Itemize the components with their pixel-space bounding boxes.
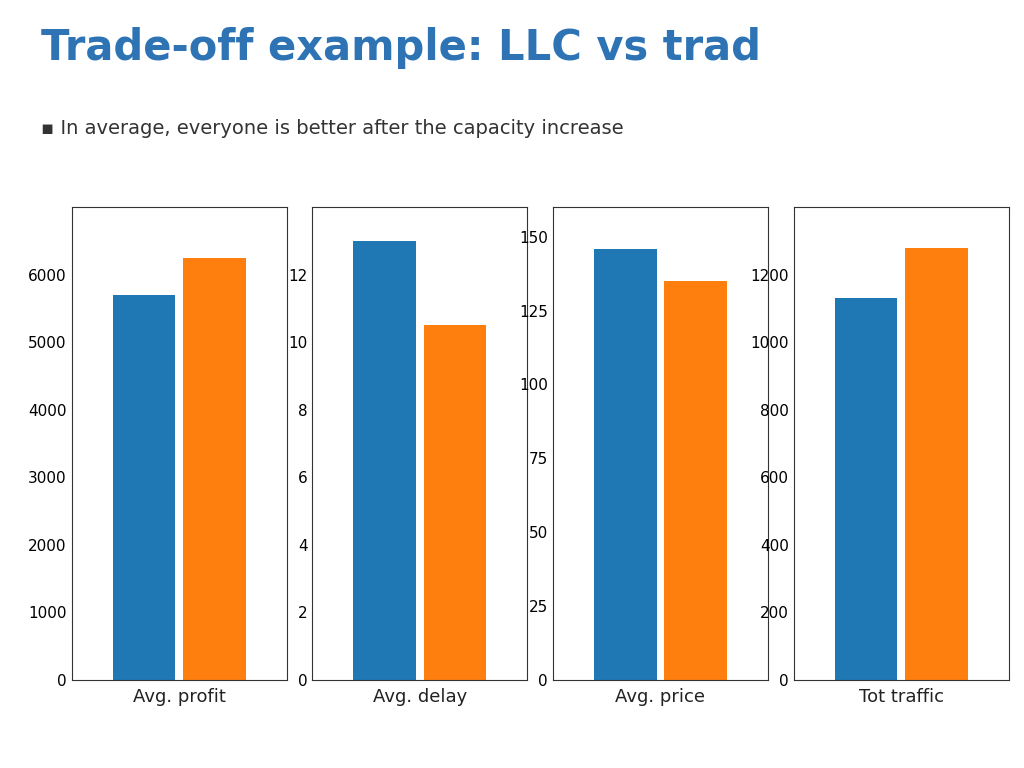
Bar xyxy=(665,281,727,680)
Text: Vista Intermediate Review Meeting, Brussels, 23 August 2017: Vista Intermediate Review Meeting, Bruss… xyxy=(26,742,412,754)
Bar xyxy=(183,258,246,680)
Bar xyxy=(594,249,656,680)
X-axis label: Avg. price: Avg. price xyxy=(615,688,706,706)
X-axis label: Tot traffic: Tot traffic xyxy=(858,688,944,706)
Bar xyxy=(835,299,897,680)
Text: 24: 24 xyxy=(983,742,998,754)
Text: Trade-off example: LLC vs trad: Trade-off example: LLC vs trad xyxy=(41,27,761,69)
Bar xyxy=(424,326,486,680)
Bar xyxy=(113,295,175,680)
Text: ▪ In average, everyone is better after the capacity increase: ▪ In average, everyone is better after t… xyxy=(41,119,624,138)
Bar xyxy=(905,248,968,680)
X-axis label: Avg. delay: Avg. delay xyxy=(373,688,467,706)
Bar xyxy=(353,241,416,680)
X-axis label: Avg. profit: Avg. profit xyxy=(133,688,225,706)
